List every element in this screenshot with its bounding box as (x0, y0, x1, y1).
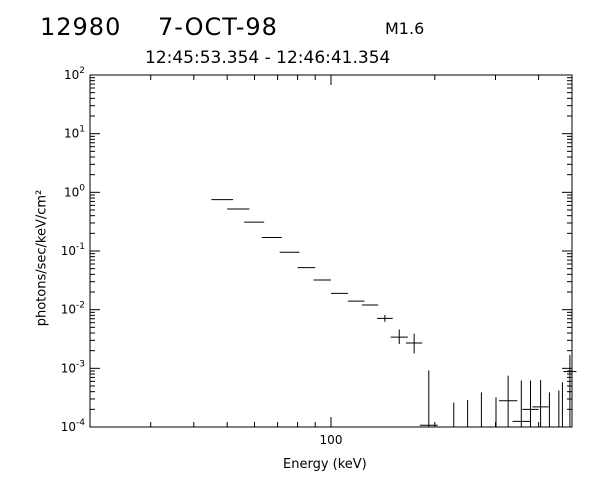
flare-date: 7-OCT-98 (158, 13, 278, 41)
y-tick-exponent: -3 (76, 359, 85, 369)
data-point (419, 370, 438, 427)
y-tick-label: 10-3 (61, 359, 85, 375)
y-tick-exponent: -1 (76, 242, 85, 252)
data-point (522, 380, 539, 427)
data-point (563, 354, 577, 427)
y-tick-base: 10 (64, 185, 79, 199)
y-tick-label: 100 (64, 183, 85, 199)
plot-frame (89, 74, 573, 428)
data-point (498, 375, 518, 427)
data-points (211, 199, 577, 427)
y-tick-base: 10 (61, 303, 76, 317)
y-tick-exponent: -2 (76, 301, 85, 311)
x-axis-label: Energy (keV) (283, 457, 367, 472)
y-axis-label: photons/sec/keV/cm² (34, 189, 50, 327)
x-tick-label: 100 (320, 433, 343, 447)
y-tick-label: 101 (64, 125, 85, 141)
y-tick-label: 10-4 (61, 418, 86, 434)
goes-class: M1.6 (385, 19, 425, 38)
y-tick-exponent: 2 (79, 66, 85, 76)
y-tick-base: 10 (64, 127, 79, 141)
time-range: 12:45:53.354 - 12:46:41.354 (145, 48, 391, 68)
y-tick-label: 102 (64, 66, 85, 82)
y-tick-exponent: 0 (79, 183, 85, 193)
y-tick-label: 10-2 (61, 301, 85, 317)
y-tick-base: 10 (61, 244, 76, 258)
data-point (405, 333, 423, 354)
y-tick-base: 10 (61, 361, 76, 375)
y-tick-base: 10 (64, 68, 79, 82)
y-tick-base: 10 (61, 420, 76, 434)
data-point (390, 329, 408, 344)
flare-id: 12980 (40, 13, 122, 41)
y-tick-label: 10-1 (61, 242, 85, 258)
y-tick-exponent: -4 (76, 418, 85, 428)
y-tick-exponent: 1 (79, 125, 85, 135)
data-point (512, 380, 531, 427)
data-point (377, 315, 393, 322)
data-point (532, 380, 549, 427)
axis-ticks (89, 74, 573, 428)
